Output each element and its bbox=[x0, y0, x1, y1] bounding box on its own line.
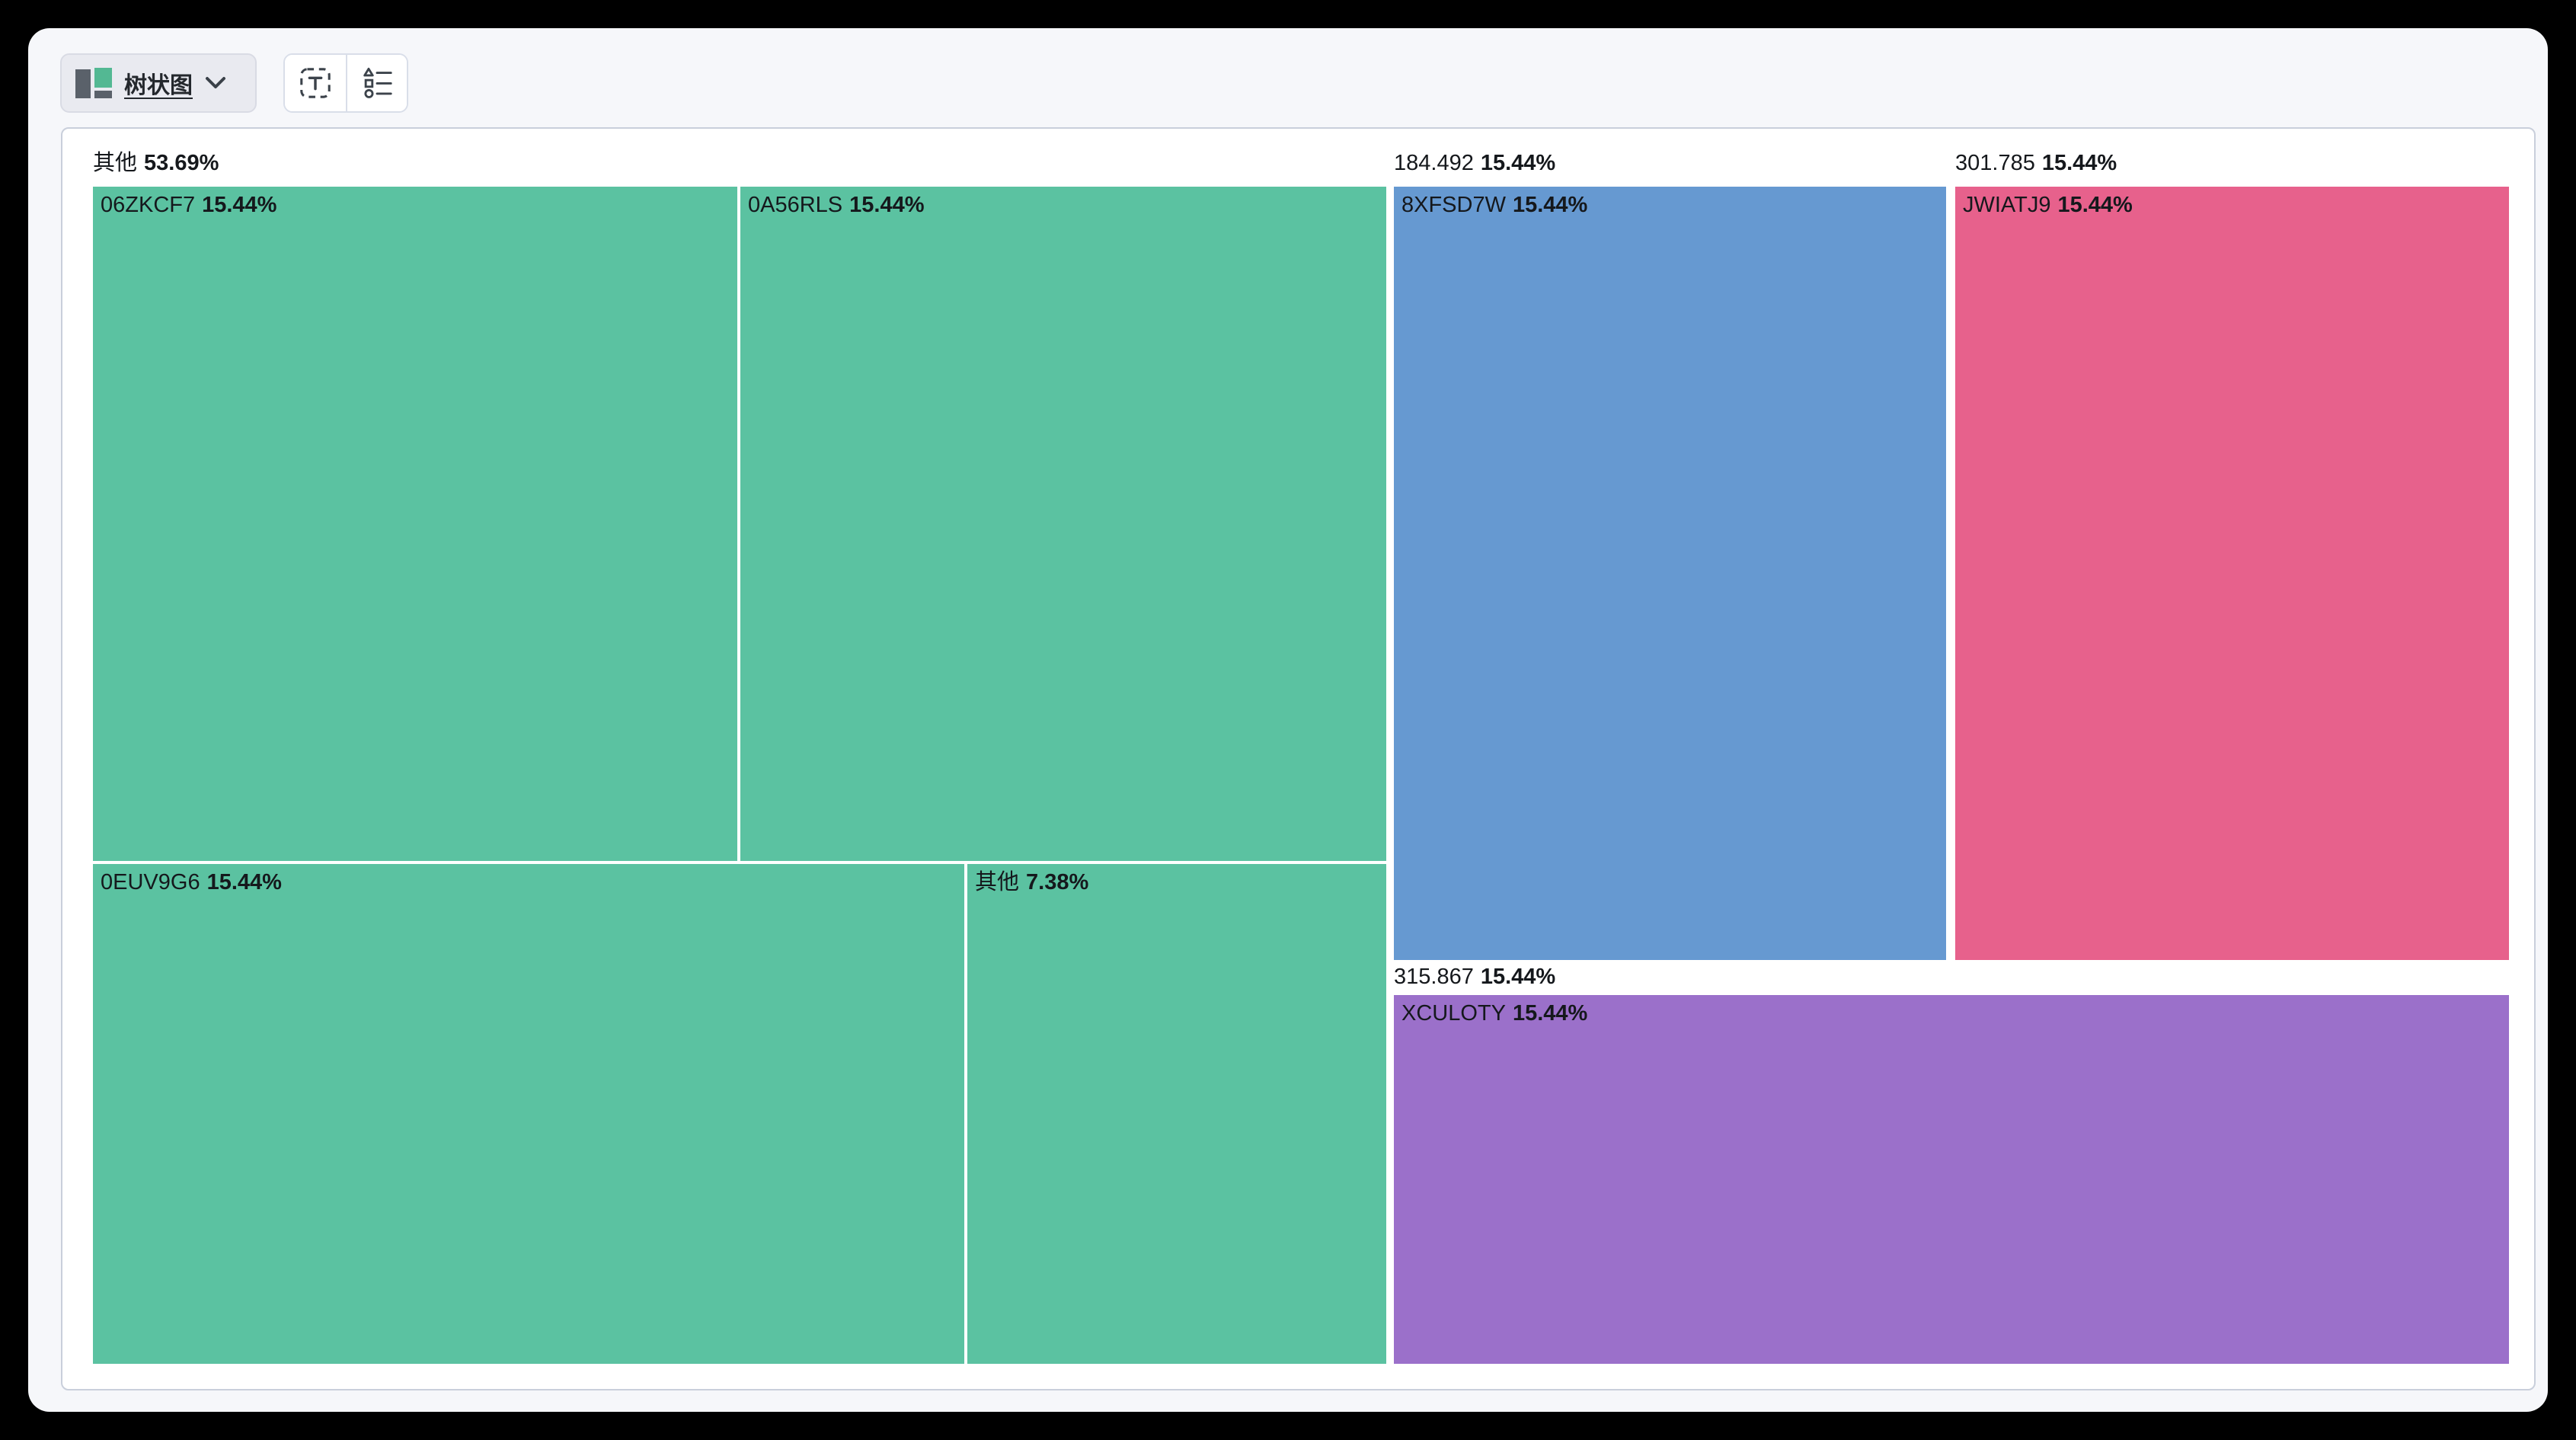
display-options-button-group bbox=[283, 53, 408, 113]
treemap-cell[interactable]: 8XFSD7W 15.44% bbox=[1394, 187, 1946, 960]
legend-toggle-button[interactable] bbox=[346, 55, 407, 111]
treemap-cell[interactable]: 0EUV9G6 15.44% bbox=[93, 864, 964, 1364]
cell-name: 8XFSD7W bbox=[1401, 193, 1506, 217]
treemap-cell[interactable]: XCULOTY 15.44% bbox=[1394, 995, 2509, 1364]
chart-type-label: 树状图 bbox=[124, 73, 193, 98]
treemap-cell[interactable]: 06ZKCF7 15.44% bbox=[93, 187, 737, 861]
label-toggle-button[interactable] bbox=[285, 55, 346, 111]
group-value: 15.44% bbox=[1480, 965, 1556, 989]
cell-value: 15.44% bbox=[849, 193, 925, 217]
treemap-cell[interactable]: 0A56RLS 15.44% bbox=[740, 187, 1386, 861]
chart-type-dropdown[interactable]: 树状图 bbox=[60, 53, 257, 113]
treemap-group-label: 184.492 15.44% bbox=[1394, 149, 1555, 178]
group-value: 15.44% bbox=[1480, 151, 1556, 175]
treemap-cell[interactable]: JWIATJ9 15.44% bbox=[1955, 187, 2509, 960]
cell-name: JWIATJ9 bbox=[1963, 193, 2051, 217]
treemap-group-label: 301.785 15.44% bbox=[1955, 149, 2117, 178]
chevron-down-icon bbox=[205, 76, 226, 90]
cell-name: 06ZKCF7 bbox=[101, 193, 196, 217]
treemap-group-label: 315.867 15.44% bbox=[1394, 962, 1555, 991]
cell-name: 其他 bbox=[975, 870, 1020, 894]
cell-value: 15.44% bbox=[202, 193, 277, 217]
cell-name: XCULOTY bbox=[1401, 1001, 1506, 1026]
legend-icon bbox=[360, 66, 395, 101]
group-value: 53.69% bbox=[144, 151, 219, 175]
group-value: 15.44% bbox=[2041, 151, 2117, 175]
group-name: 其他 bbox=[93, 151, 138, 175]
cell-value: 15.44% bbox=[1512, 193, 1588, 217]
cell-value: 15.44% bbox=[206, 870, 282, 894]
cell-name: 0EUV9G6 bbox=[101, 870, 200, 894]
cell-value: 15.44% bbox=[1512, 1001, 1588, 1026]
treemap-cell[interactable]: 其他 7.38% bbox=[967, 864, 1386, 1364]
treemap-chart-panel: 其他 53.69% 184.492 15.44% 301.785 15.44% 315… bbox=[61, 127, 2536, 1390]
treemap-group-label: 其他 53.69% bbox=[93, 149, 219, 178]
cell-name: 0A56RLS bbox=[748, 193, 843, 217]
group-name: 184.492 bbox=[1394, 151, 1474, 175]
group-name: 301.785 bbox=[1955, 151, 2035, 175]
group-name: 315.867 bbox=[1394, 965, 1474, 989]
cell-value: 7.38% bbox=[1026, 870, 1089, 894]
cell-value: 15.44% bbox=[2057, 193, 2133, 217]
chart-widget-card: 树状图 bbox=[28, 28, 2548, 1412]
text-label-icon bbox=[298, 66, 333, 101]
treemap-icon bbox=[75, 68, 112, 98]
